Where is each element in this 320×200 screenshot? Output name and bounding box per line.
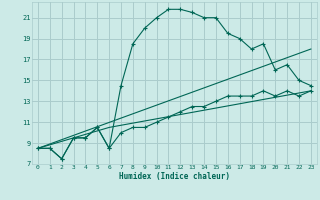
X-axis label: Humidex (Indice chaleur): Humidex (Indice chaleur) (119, 172, 230, 181)
